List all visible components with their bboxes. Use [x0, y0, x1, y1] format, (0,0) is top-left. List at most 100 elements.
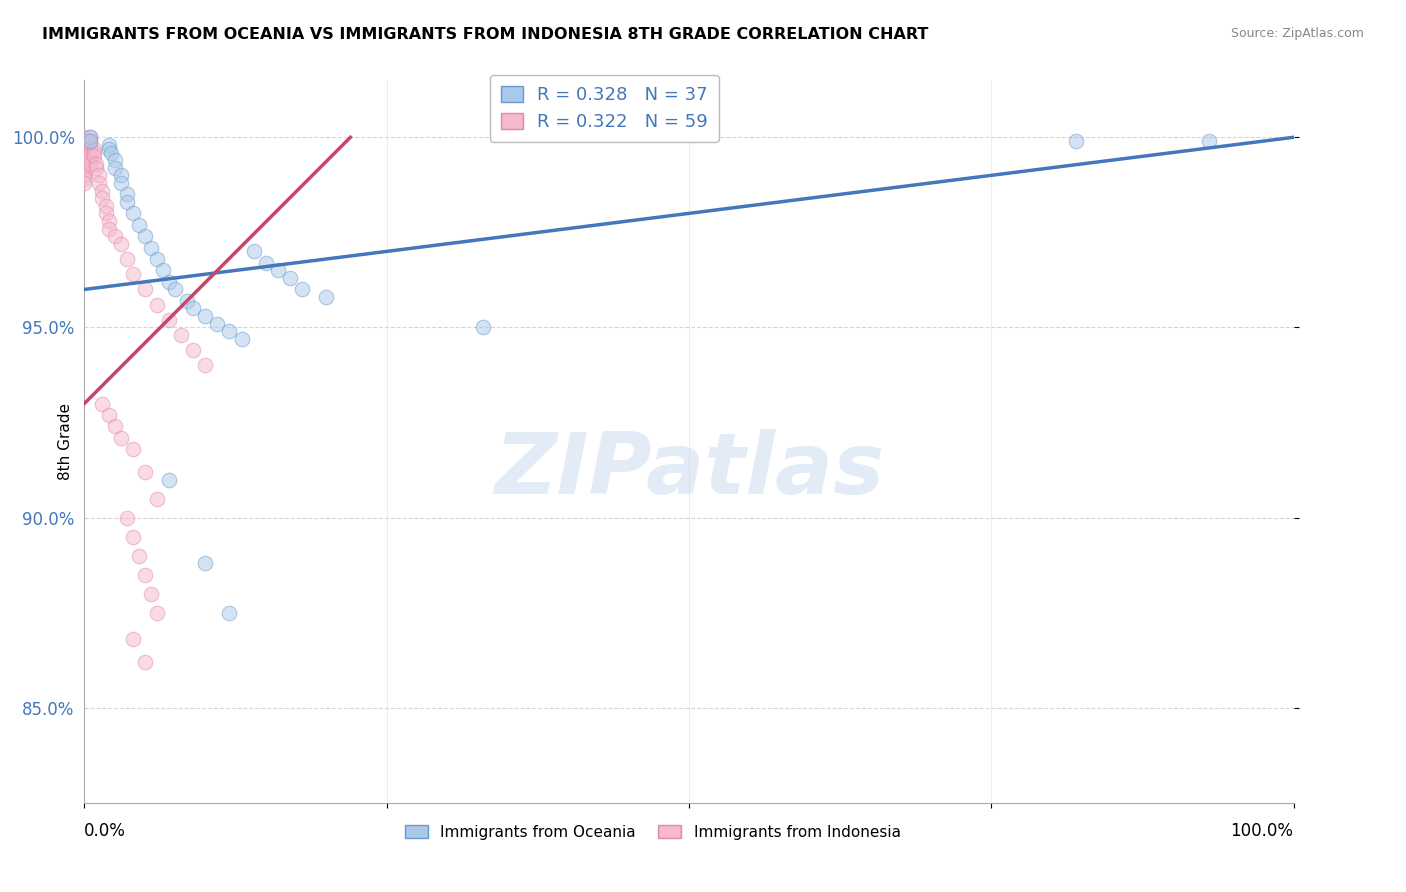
- Point: [110, 431, 132, 445]
- Point: [194, 556, 217, 570]
- Point: [73, 153, 96, 168]
- Point: [91, 191, 114, 205]
- Point: [79, 157, 101, 171]
- Point: [79, 137, 101, 152]
- Point: [94, 206, 117, 220]
- Point: [73, 130, 96, 145]
- Point: [79, 134, 101, 148]
- Point: [231, 332, 253, 346]
- Point: [134, 229, 156, 244]
- Point: [86, 157, 108, 171]
- Point: [73, 134, 96, 148]
- Point: [121, 530, 143, 544]
- Point: [139, 587, 162, 601]
- Text: IMMIGRANTS FROM OCEANIA VS IMMIGRANTS FROM INDONESIA 8TH GRADE CORRELATION CHART: IMMIGRANTS FROM OCEANIA VS IMMIGRANTS FR…: [42, 27, 928, 42]
- Point: [97, 142, 120, 156]
- Point: [115, 187, 138, 202]
- Point: [278, 271, 301, 285]
- Point: [128, 218, 150, 232]
- Point: [115, 252, 138, 266]
- Point: [1064, 134, 1087, 148]
- Point: [146, 606, 169, 620]
- Point: [134, 465, 156, 479]
- Point: [100, 145, 122, 160]
- Point: [91, 396, 114, 410]
- Point: [73, 161, 96, 175]
- Point: [146, 491, 169, 506]
- Point: [104, 153, 127, 168]
- Point: [73, 145, 96, 160]
- Point: [165, 282, 187, 296]
- Point: [97, 221, 120, 235]
- Point: [157, 275, 180, 289]
- Point: [115, 194, 138, 209]
- Point: [73, 176, 96, 190]
- Point: [73, 142, 96, 156]
- Point: [87, 176, 110, 190]
- Point: [134, 567, 156, 582]
- Text: ZIPatlas: ZIPatlas: [494, 429, 884, 512]
- Point: [1198, 134, 1220, 148]
- Point: [73, 137, 96, 152]
- Point: [121, 206, 143, 220]
- Point: [91, 184, 114, 198]
- Point: [267, 263, 290, 277]
- Point: [194, 359, 217, 373]
- Point: [110, 236, 132, 251]
- Point: [139, 241, 162, 255]
- Point: [83, 145, 105, 160]
- Point: [104, 419, 127, 434]
- Point: [218, 324, 240, 338]
- Point: [79, 130, 101, 145]
- Point: [79, 149, 101, 163]
- Text: 100.0%: 100.0%: [1230, 822, 1294, 839]
- Point: [121, 267, 143, 281]
- Legend: Immigrants from Oceania, Immigrants from Indonesia: Immigrants from Oceania, Immigrants from…: [399, 819, 907, 846]
- Point: [110, 169, 132, 183]
- Point: [115, 510, 138, 524]
- Point: [79, 134, 101, 148]
- Point: [79, 142, 101, 156]
- Point: [134, 282, 156, 296]
- Y-axis label: 8th Grade: 8th Grade: [58, 403, 73, 480]
- Point: [79, 145, 101, 160]
- Point: [104, 161, 127, 175]
- Point: [73, 169, 96, 183]
- Point: [86, 161, 108, 175]
- Point: [291, 282, 314, 296]
- Point: [104, 229, 127, 244]
- Point: [97, 408, 120, 422]
- Point: [472, 320, 495, 334]
- Point: [242, 244, 264, 259]
- Point: [152, 263, 174, 277]
- Point: [254, 256, 277, 270]
- Text: 0.0%: 0.0%: [84, 822, 127, 839]
- Point: [181, 301, 204, 316]
- Point: [121, 632, 143, 647]
- Point: [194, 309, 217, 323]
- Point: [146, 298, 169, 312]
- Point: [73, 164, 96, 178]
- Point: [110, 176, 132, 190]
- Point: [176, 293, 198, 308]
- Point: [73, 172, 96, 186]
- Point: [83, 142, 105, 156]
- Text: Source: ZipAtlas.com: Source: ZipAtlas.com: [1230, 27, 1364, 40]
- Point: [157, 313, 180, 327]
- Point: [97, 137, 120, 152]
- Point: [134, 655, 156, 669]
- Point: [315, 290, 337, 304]
- Point: [73, 149, 96, 163]
- Point: [87, 169, 110, 183]
- Point: [94, 199, 117, 213]
- Point: [146, 252, 169, 266]
- Point: [157, 473, 180, 487]
- Point: [121, 442, 143, 457]
- Point: [73, 157, 96, 171]
- Point: [218, 606, 240, 620]
- Point: [207, 317, 229, 331]
- Point: [79, 130, 101, 145]
- Point: [97, 214, 120, 228]
- Point: [181, 343, 204, 358]
- Point: [170, 328, 193, 343]
